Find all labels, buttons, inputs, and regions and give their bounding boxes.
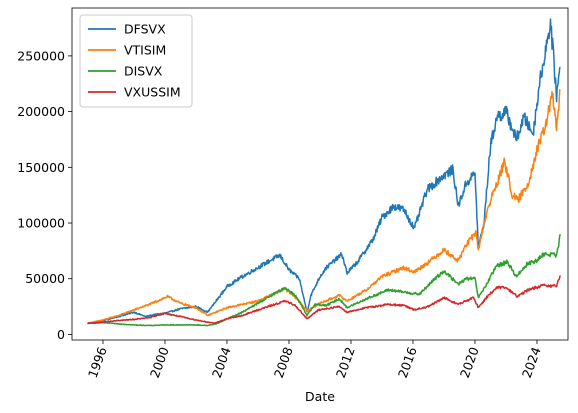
x-tick-label: 2012 [333,345,358,380]
y-tick-label: 0 [57,327,65,342]
plot-frame [71,7,569,341]
legend-label-dfsvx: DFSVX [124,22,166,37]
series-line-vtisim [87,88,561,325]
x-axis: 1996 2000 2004 2008 2012 2016 2020 2024 [85,340,544,380]
x-tick-label: 2000 [147,345,172,380]
series-lines [87,18,561,327]
x-tick-label: 2024 [519,345,544,380]
y-tick-label: 100000 [17,216,65,231]
x-tick-label: 2016 [395,345,420,380]
y-axis: 0 50000 100000 150000 200000 250000 [17,48,72,342]
series-line-disvx [87,233,561,327]
x-tick-label: 2008 [271,345,296,380]
x-tick-label: 2020 [457,345,482,380]
x-tick-label: 1996 [85,345,110,380]
x-axis-label: Date [305,389,335,404]
y-tick-label: 250000 [17,48,65,63]
legend-label-vtisim: VTISIM [124,43,166,58]
y-tick-label: 150000 [17,160,65,175]
legend-box [79,14,193,108]
legend: DFSVX VTISIM DISVX VXUSSIM [79,14,193,108]
y-tick-label: 50000 [25,271,65,286]
legend-label-disvx: DISVX [124,64,163,79]
series-line-vxussim [87,275,561,325]
x-tick-label: 2004 [209,345,234,380]
legend-label-vxussim: VXUSSIM [124,85,181,100]
y-tick-label: 200000 [17,104,65,119]
